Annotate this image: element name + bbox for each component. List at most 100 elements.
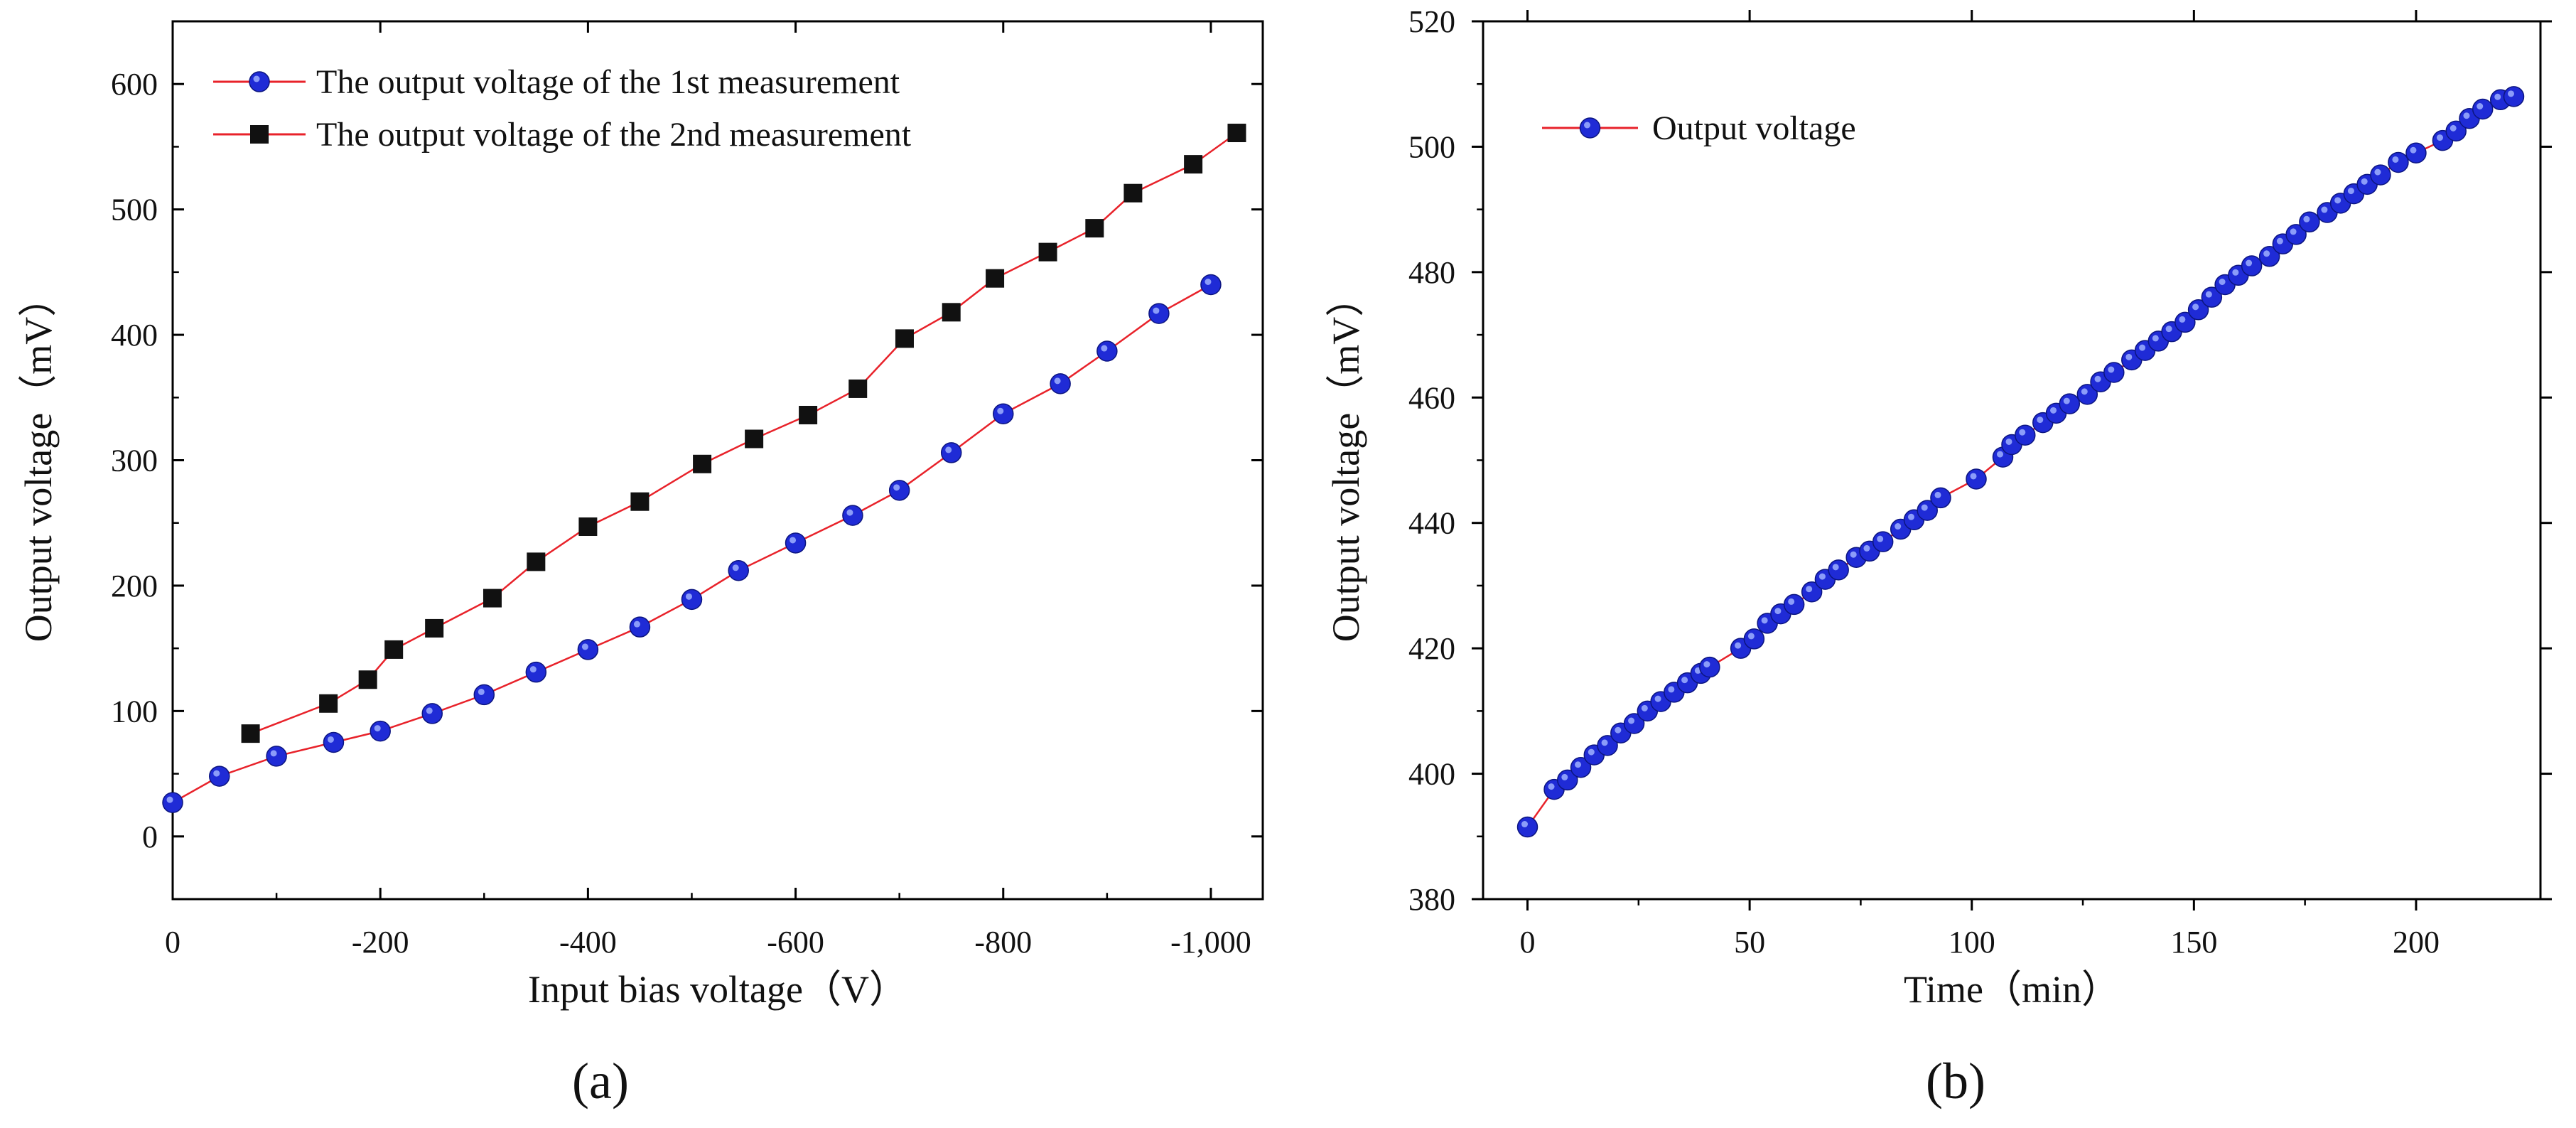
data-point-highlight <box>2037 417 2044 424</box>
data-point-highlight <box>2165 326 2172 333</box>
data-point <box>1743 628 1765 650</box>
data-point <box>527 552 546 571</box>
x-axis-label: Input bias voltage（V） <box>528 968 907 1011</box>
data-point <box>1966 468 1987 490</box>
data-point <box>1930 487 1951 509</box>
y-tick-label: 400 <box>1408 757 1455 792</box>
data-point-highlight <box>374 725 381 732</box>
data-point-highlight <box>1628 717 1635 724</box>
caption-b: (b) <box>1926 1053 1985 1110</box>
data-point <box>483 589 502 608</box>
data-point <box>421 703 443 724</box>
data-point-highlight <box>1863 544 1870 552</box>
data-point-highlight <box>327 736 334 743</box>
data-point-highlight <box>1703 661 1710 668</box>
data-point <box>1085 219 1104 238</box>
data-point-highlight <box>2050 407 2057 414</box>
y-tick-label: 600 <box>111 67 158 102</box>
data-point-highlight <box>270 750 277 757</box>
data-point-highlight <box>2477 103 2484 109</box>
data-point-highlight <box>789 537 797 544</box>
data-point-highlight <box>2494 93 2501 100</box>
data-point-highlight <box>166 796 173 803</box>
data-point <box>693 454 712 473</box>
data-point <box>208 766 230 787</box>
data-point-highlight <box>1806 586 1813 593</box>
data-point-highlight <box>1575 761 1582 768</box>
data-point <box>370 720 391 742</box>
data-point <box>1828 559 1849 581</box>
data-point-highlight <box>2094 375 2101 382</box>
data-point-highlight <box>2303 215 2310 222</box>
data-point-highlight <box>997 407 1004 414</box>
y-tick-label: 460 <box>1408 380 1455 415</box>
data-point-highlight <box>2276 237 2283 245</box>
data-point-highlight <box>1588 748 1595 756</box>
data-point <box>1148 303 1170 324</box>
data-point <box>2370 164 2391 186</box>
data-point-highlight <box>1548 783 1555 790</box>
data-point-highlight <box>2410 146 2417 154</box>
data-point-highlight <box>1774 608 1782 615</box>
data-point <box>1038 242 1057 262</box>
data-point <box>358 670 377 689</box>
data-point-highlight <box>1907 513 1914 520</box>
data-point <box>1096 340 1118 362</box>
data-point-highlight <box>2334 197 2341 204</box>
panel-a: 0 -200 -400 -600 -800 -1,000 0 100 200 300 400 500 6… <box>17 20 1264 1011</box>
data-point-highlight <box>945 446 952 453</box>
data-point-highlight <box>1818 573 1826 580</box>
data-point <box>993 403 1014 424</box>
legend-label: Output voltage <box>1652 109 1856 147</box>
y-tick-label: 500 <box>111 193 158 227</box>
x-tick-label: -600 <box>767 925 824 960</box>
data-point <box>2103 362 2125 383</box>
data-point-highlight <box>2019 429 2026 436</box>
data-point <box>384 640 404 659</box>
y-tick-label: 100 <box>111 694 158 729</box>
legend-marker <box>250 125 269 144</box>
data-point-highlight <box>685 593 692 600</box>
x-tick-label: 150 <box>2170 925 2217 960</box>
data-point-highlight <box>2192 304 2199 311</box>
data-point-highlight <box>1601 739 1608 746</box>
data-point-highlight <box>1850 551 1857 558</box>
data-point-highlight <box>2219 279 2226 285</box>
legend-marker-highlight <box>1584 122 1590 129</box>
data-point-highlight <box>1561 773 1568 780</box>
x-tick-label: -200 <box>352 925 409 960</box>
data-point-highlight <box>846 509 853 516</box>
legend-label: The output voltage of the 2nd measuremen… <box>316 116 912 154</box>
x-tick-label: 100 <box>1949 925 1995 960</box>
data-point-highlight <box>1615 726 1622 734</box>
data-point-highlight <box>1832 564 1839 571</box>
data-point <box>2299 211 2320 233</box>
y-tick-label: 200 <box>111 569 158 603</box>
data-point-highlight <box>732 564 739 571</box>
data-point <box>1227 124 1246 143</box>
y-tick-label: 0 <box>142 820 158 854</box>
data-point-highlight <box>581 643 588 650</box>
data-point-highlight <box>633 621 640 628</box>
data-point-highlight <box>2081 388 2088 395</box>
data-point <box>1699 656 1720 678</box>
data-point-highlight <box>1641 704 1648 711</box>
series-line <box>1526 95 2514 828</box>
x-tick-label: 0 <box>165 925 180 960</box>
data-point <box>848 379 868 398</box>
y-axis-label: Output voltage（mV） <box>1325 279 1367 642</box>
data-point <box>842 505 863 526</box>
data-point-highlight <box>1895 523 1902 530</box>
data-point-highlight <box>1735 642 1742 649</box>
data-point <box>728 560 749 581</box>
data-point <box>2472 98 2494 120</box>
data-point-highlight <box>1205 279 1212 285</box>
x-tick-label: -1,000 <box>1170 925 1251 960</box>
x-tick-label: 50 <box>1734 925 1765 960</box>
y-tick-label: 300 <box>111 444 158 478</box>
x-tick-label: 0 <box>1520 925 1536 960</box>
y-tick-label: 400 <box>111 318 158 353</box>
data-point-highlight <box>2139 344 2146 351</box>
data-point <box>1123 183 1143 203</box>
x-tick-label: -800 <box>974 925 1032 960</box>
